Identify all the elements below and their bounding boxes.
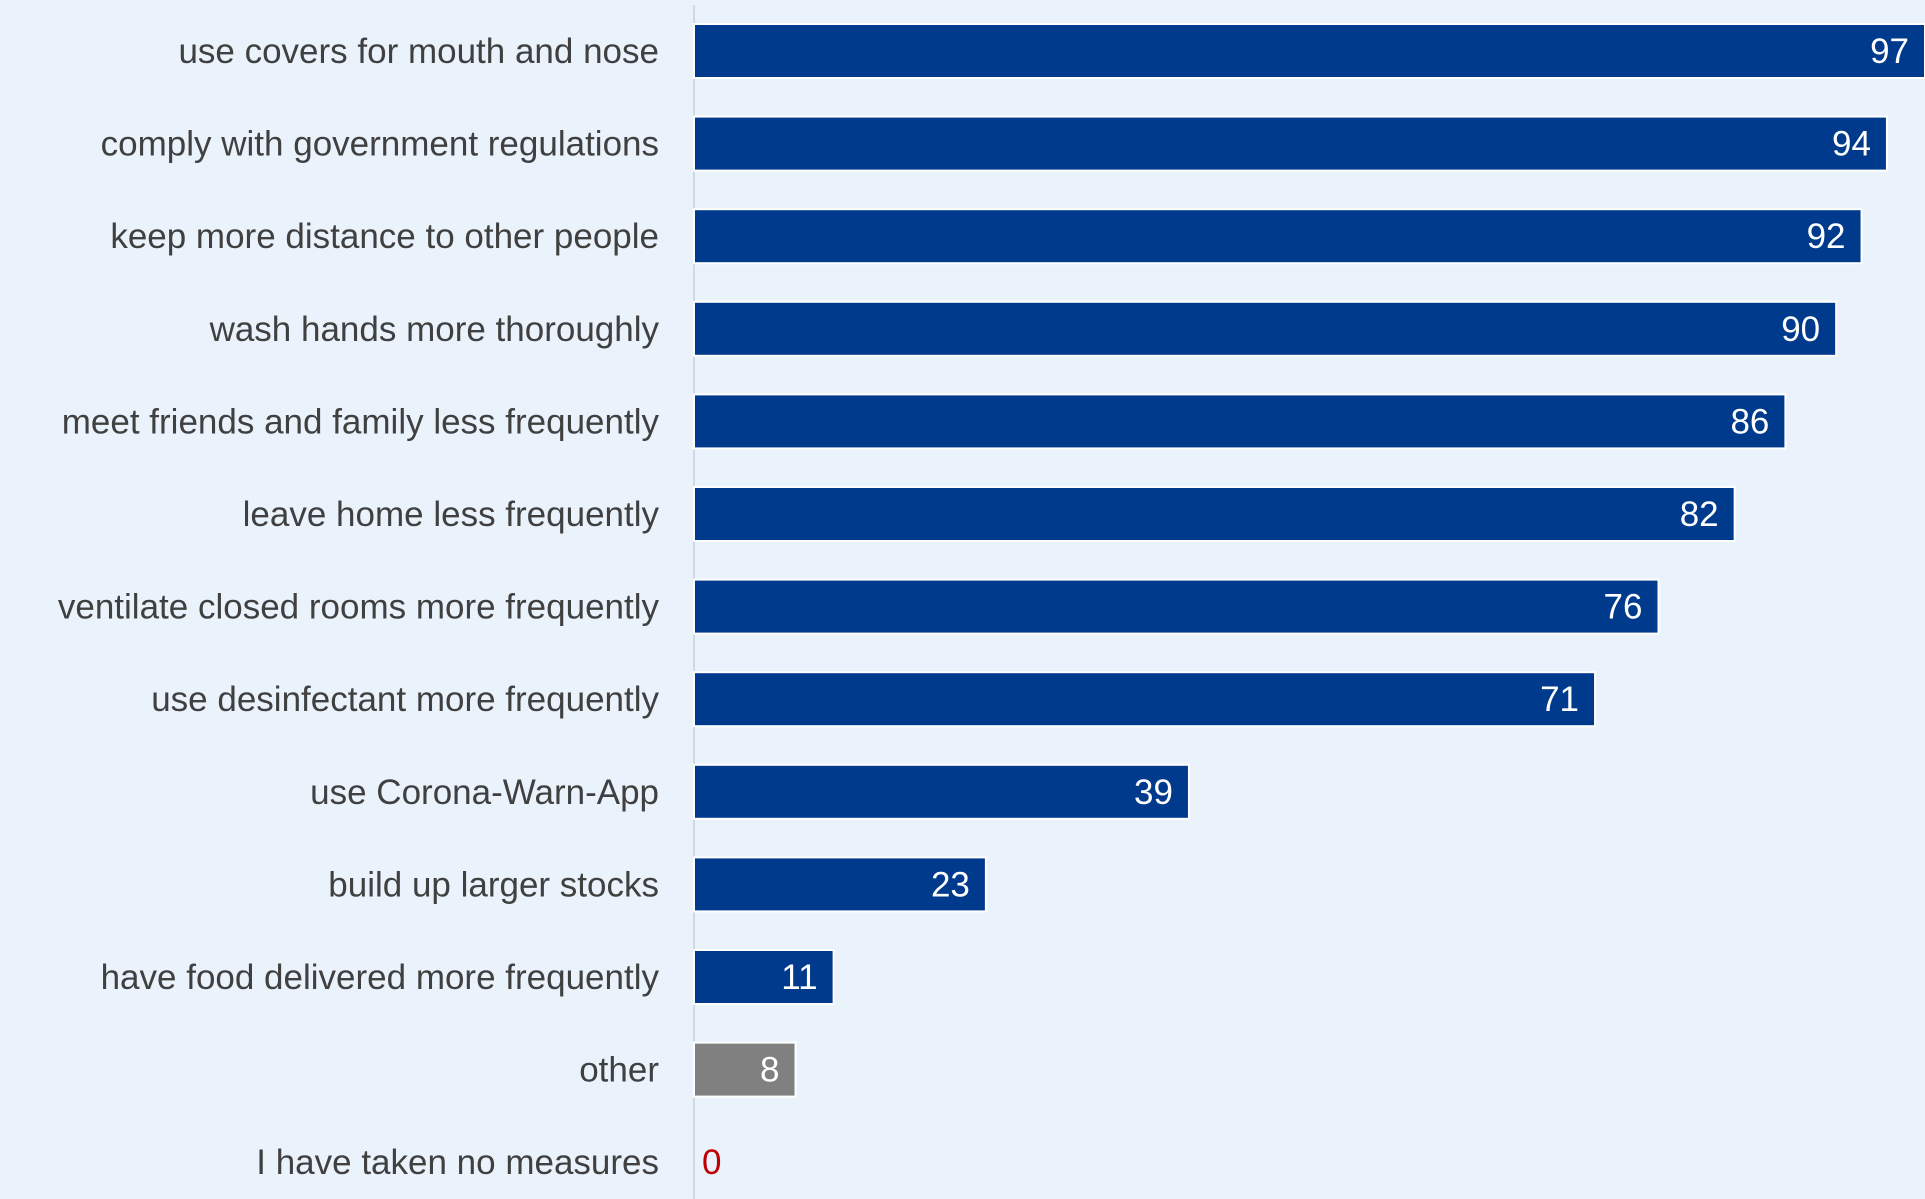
bar [693, 486, 1736, 542]
value-label: 11 [781, 958, 817, 997]
value-label: 97 [1870, 32, 1909, 71]
value-label: 82 [1680, 495, 1719, 534]
value-label: 90 [1781, 310, 1820, 349]
category-label: use Corona-Warn-App [310, 773, 659, 812]
value-label: 71 [1540, 680, 1579, 719]
category-label: build up larger stocks [328, 865, 659, 904]
value-label: 0 [702, 1143, 721, 1182]
category-label: use desinfectant more frequently [151, 680, 659, 719]
category-label: other [579, 1051, 659, 1090]
category-label: wash hands more thoroughly [209, 310, 660, 349]
bar [693, 300, 1838, 357]
category-label: ventilate closed rooms more frequently [58, 588, 660, 627]
value-label: 94 [1832, 125, 1871, 164]
category-label: I have taken no measures [256, 1143, 659, 1182]
value-label: 76 [1604, 588, 1643, 627]
label-layer: use covers for mouth and nose 97 comply wi… [58, 32, 1909, 1182]
category-label: comply with government regulations [101, 125, 659, 164]
bar [693, 115, 1888, 172]
category-label: leave home less frequently [243, 495, 660, 534]
bar [693, 671, 1597, 728]
bar [693, 856, 987, 913]
bar [693, 393, 1787, 450]
category-label: use covers for mouth and nose [178, 32, 659, 71]
category-label: have food delivered more frequently [101, 958, 660, 997]
category-label: keep more distance to other people [110, 217, 659, 256]
value-label: 92 [1807, 217, 1846, 256]
value-label: 39 [1134, 773, 1173, 812]
bar [693, 1041, 797, 1098]
bar [693, 23, 1925, 79]
bar [693, 763, 1190, 820]
category-label: meet friends and family less frequently [62, 402, 660, 441]
value-label: 23 [931, 865, 970, 904]
value-label: 86 [1730, 402, 1769, 441]
bar [693, 578, 1660, 635]
bar-layer [693, 23, 1925, 1098]
bar [693, 208, 1863, 265]
bar [693, 949, 835, 1005]
value-label: 8 [760, 1051, 779, 1090]
